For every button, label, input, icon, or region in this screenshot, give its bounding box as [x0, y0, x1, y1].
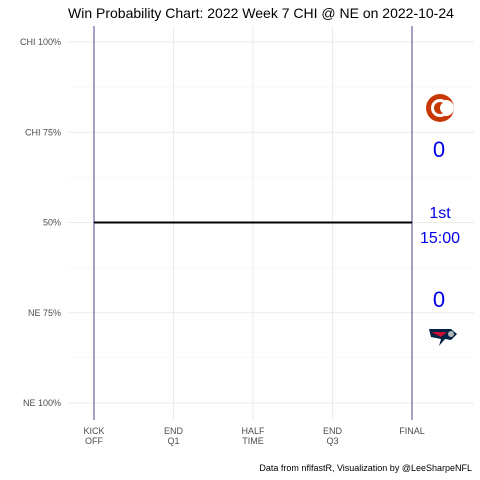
game-clock: 15:00 — [420, 230, 460, 247]
y-tick-label: NE 100% — [23, 398, 61, 408]
x-tick-label: FINAL — [399, 426, 425, 436]
x-tick-label: HALF TIME — [241, 426, 265, 446]
quarter-label: 1st — [429, 205, 451, 222]
chart-caption: Data from nflfastR, Visualization by @Le… — [259, 463, 472, 473]
y-tick-label: 50% — [43, 218, 61, 228]
chart-title: Win Probability Chart: 2022 Week 7 CHI @… — [68, 5, 454, 21]
patriots-logo — [429, 329, 457, 346]
y-tick-label: CHI 100% — [20, 37, 61, 47]
away-score: 0 — [433, 137, 445, 162]
x-tick-label: END Q1 — [164, 426, 184, 446]
bears-logo — [426, 94, 454, 122]
x-tick-label: END Q3 — [323, 426, 343, 446]
y-axis: NE 100% NE 75% 50% CHI 75% CHI 100% — [20, 37, 61, 408]
home-score: 0 — [433, 287, 445, 312]
y-tick-label: NE 75% — [28, 308, 61, 318]
x-tick-label: KICK OFF — [83, 426, 104, 446]
y-tick-label: CHI 75% — [25, 127, 61, 137]
x-axis: KICK OFF END Q1 HALF TIME END Q3 FINAL — [83, 426, 424, 446]
